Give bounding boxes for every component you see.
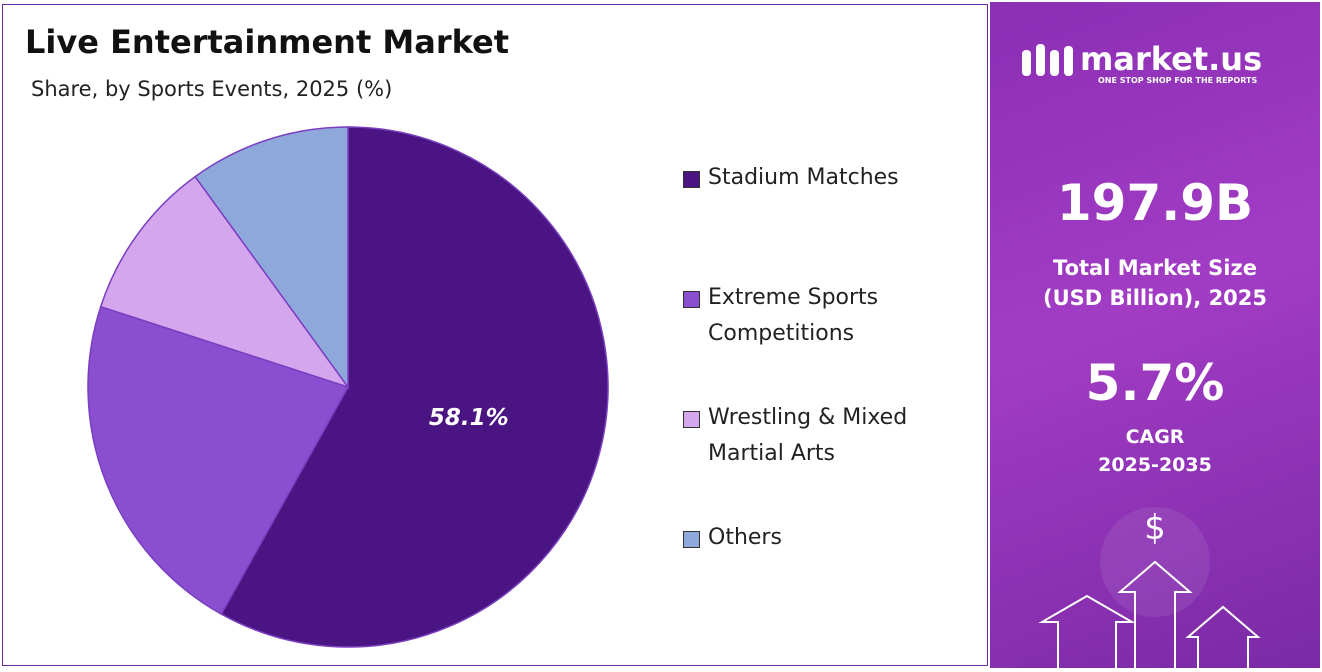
cagr-label: CAGR: [1125, 426, 1185, 448]
pie-slice: [194, 126, 349, 390]
pie-slice: [99, 175, 350, 389]
arrow-icon: [1038, 594, 1136, 668]
legend-item: Others: [683, 520, 953, 640]
legend-label: Stadium Matches: [708, 165, 899, 190]
dollar-icon: $: [1144, 508, 1166, 548]
tagline: ONE STOP SHOP FOR THE REPORTS: [1098, 76, 1258, 85]
market-size-label: Total Market Size: [1053, 256, 1257, 280]
legend: Stadium Matches Extreme Sports Competitio…: [683, 160, 953, 640]
data-label: 58.1%: [429, 405, 509, 431]
pie-chart: 58.1%: [87, 126, 609, 648]
legend-item: Wrestling & Mixed Martial Arts: [683, 400, 953, 520]
arrow-icon: [1185, 605, 1261, 668]
chart-panel: Live Entertainment Market Share, by Spor…: [2, 4, 988, 666]
legend-swatch: [683, 291, 700, 308]
logo-mark: [1022, 44, 1073, 76]
market-size: 197.9B: [1056, 174, 1254, 232]
side-panel: market.us ONE STOP SHOP FOR THE REPORTS …: [990, 2, 1320, 668]
cagr: 5.7%: [1085, 354, 1225, 412]
decoration: [1022, 44, 1261, 668]
legend-swatch: [683, 171, 700, 188]
cagr-period: 2025-2035: [1098, 454, 1212, 476]
chart-title: Live Entertainment Market: [25, 23, 510, 61]
pie-slice: [87, 305, 350, 616]
legend-swatch: [683, 411, 700, 428]
market-size-label: (USD Billion), 2025: [1042, 286, 1268, 310]
arrow-icon: [1117, 560, 1193, 668]
legend-item: Extreme Sports Competitions: [683, 280, 953, 400]
legend-item: Stadium Matches: [683, 160, 953, 280]
chart-subtitle: Share, by Sports Events, 2025 (%): [31, 77, 393, 101]
brand: market.us: [1080, 40, 1263, 78]
pie-slice: [220, 126, 609, 648]
legend-label: Extreme Sports Competitions: [708, 285, 879, 346]
legend-swatch: [683, 531, 700, 548]
legend-label: Others: [708, 525, 782, 550]
legend-label: Wrestling & Mixed Martial Arts: [708, 405, 908, 466]
